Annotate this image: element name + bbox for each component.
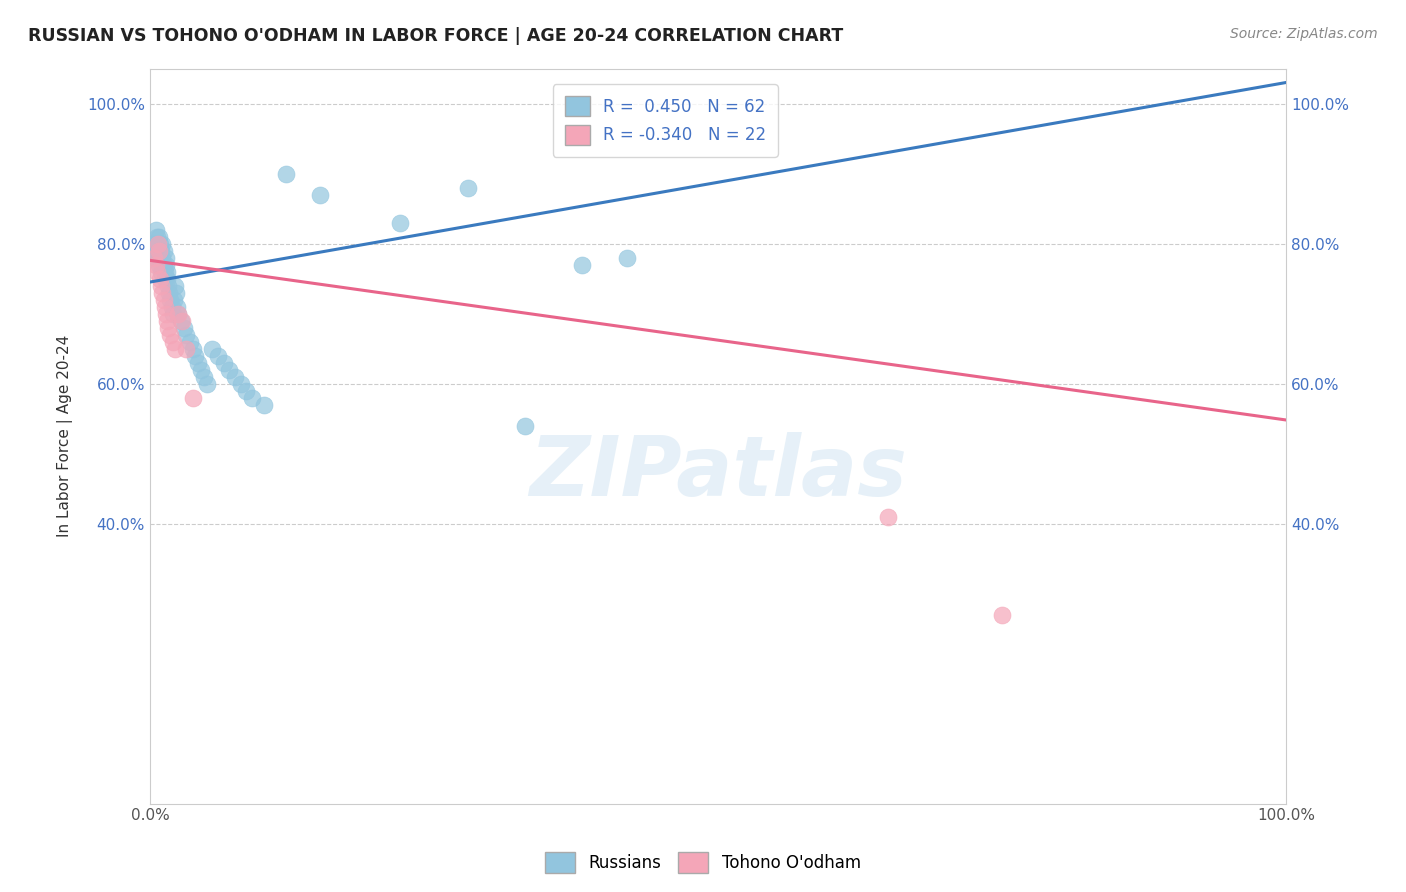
Point	[179, 334, 201, 349]
Point	[156, 313, 179, 327]
Point	[388, 215, 411, 229]
Point	[571, 258, 593, 272]
Point	[145, 236, 167, 251]
Point	[309, 187, 332, 202]
Legend: Russians, Tohono O'odham: Russians, Tohono O'odham	[538, 846, 868, 880]
Point	[146, 251, 169, 265]
Point	[229, 376, 252, 391]
Point	[181, 391, 204, 405]
Point	[145, 244, 167, 258]
Point	[146, 236, 169, 251]
Point	[150, 264, 173, 278]
Point	[148, 244, 170, 258]
Point	[148, 229, 170, 244]
Text: RUSSIAN VS TOHONO O'ODHAM IN LABOR FORCE | AGE 20-24 CORRELATION CHART: RUSSIAN VS TOHONO O'ODHAM IN LABOR FORCE…	[28, 27, 844, 45]
Point	[142, 236, 165, 251]
Point	[157, 320, 180, 334]
Point	[146, 236, 169, 251]
Point	[159, 327, 181, 342]
Point	[152, 293, 174, 307]
Point	[155, 251, 177, 265]
Y-axis label: In Labor Force | Age 20-24: In Labor Force | Age 20-24	[58, 334, 73, 537]
Point	[152, 236, 174, 251]
Point	[145, 229, 167, 244]
Text: Source: ZipAtlas.com: Source: ZipAtlas.com	[1230, 27, 1378, 41]
Point	[190, 362, 212, 376]
Text: ZIPatlas: ZIPatlas	[529, 433, 907, 513]
Point	[145, 251, 167, 265]
Point	[169, 313, 191, 327]
Point	[153, 264, 176, 278]
Point	[155, 307, 177, 321]
Point	[162, 307, 184, 321]
Point	[150, 278, 173, 293]
Point	[877, 509, 900, 524]
Point	[174, 327, 197, 342]
Point	[513, 418, 536, 433]
Point	[170, 313, 193, 327]
Point	[187, 355, 209, 369]
Point	[148, 244, 170, 258]
Point	[201, 342, 224, 356]
Point	[145, 264, 167, 278]
Point	[193, 369, 215, 384]
Point	[143, 244, 166, 258]
Point	[224, 369, 246, 384]
Point	[148, 258, 170, 272]
Point	[163, 293, 186, 307]
Point	[150, 244, 173, 258]
Point	[166, 300, 188, 314]
Point	[162, 334, 184, 349]
Point	[145, 258, 167, 272]
Point	[149, 271, 172, 285]
Point	[156, 271, 179, 285]
Point	[167, 307, 190, 321]
Point	[163, 278, 186, 293]
Point	[207, 349, 229, 363]
Point	[240, 391, 263, 405]
Point	[457, 180, 479, 194]
Point	[252, 398, 274, 412]
Point	[157, 278, 180, 293]
Point	[212, 355, 235, 369]
Point	[218, 362, 240, 376]
Point	[153, 271, 176, 285]
Point	[991, 607, 1014, 622]
Point	[167, 307, 190, 321]
Point	[153, 300, 176, 314]
Point	[616, 251, 638, 265]
Point	[149, 236, 172, 251]
Point	[152, 258, 174, 272]
Point	[173, 320, 195, 334]
Point	[159, 293, 181, 307]
Point	[155, 258, 177, 272]
Point	[195, 376, 218, 391]
Point	[152, 244, 174, 258]
Point	[152, 285, 174, 300]
Point	[152, 251, 174, 265]
Point	[157, 285, 180, 300]
Point	[181, 342, 204, 356]
Point	[143, 251, 166, 265]
Point	[184, 349, 207, 363]
Point	[145, 222, 167, 236]
Point	[163, 342, 186, 356]
Point	[160, 300, 183, 314]
Legend: R =  0.450   N = 62, R = -0.340   N = 22: R = 0.450 N = 62, R = -0.340 N = 22	[553, 84, 778, 156]
Point	[174, 342, 197, 356]
Point	[156, 264, 179, 278]
Point	[165, 285, 187, 300]
Point	[235, 384, 257, 398]
Point	[149, 251, 172, 265]
Point	[276, 167, 298, 181]
